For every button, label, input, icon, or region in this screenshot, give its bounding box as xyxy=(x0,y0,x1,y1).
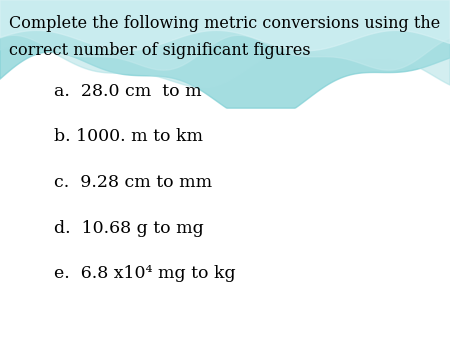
Text: e.  6.8 x10⁴ mg to kg: e. 6.8 x10⁴ mg to kg xyxy=(54,265,236,282)
Text: b. 1000. m to km: b. 1000. m to km xyxy=(54,128,203,145)
Text: c.  9.28 cm to mm: c. 9.28 cm to mm xyxy=(54,174,212,191)
Text: Complete the following metric conversions using the: Complete the following metric conversion… xyxy=(9,15,440,32)
Text: d.  10.68 g to mg: d. 10.68 g to mg xyxy=(54,220,204,237)
Text: correct number of significant figures: correct number of significant figures xyxy=(9,42,310,59)
Text: a.  28.0 cm  to m: a. 28.0 cm to m xyxy=(54,83,202,100)
